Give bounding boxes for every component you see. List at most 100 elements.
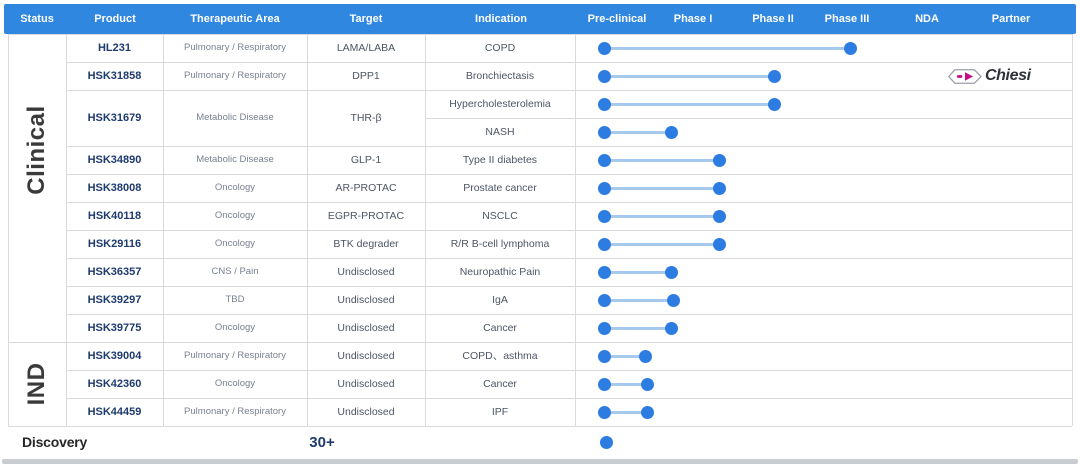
bar-line: [604, 214, 719, 218]
column-header-status: Status: [20, 12, 54, 25]
bar-end-dot: [640, 405, 654, 419]
grid-line: [66, 370, 1072, 371]
indication-cell: NASH: [485, 125, 515, 138]
column-header-target: Target: [349, 12, 383, 25]
discovery-status-label: Discovery: [22, 434, 88, 450]
product-cell: HSK42360: [87, 377, 142, 390]
bar-start-dot: [597, 153, 611, 167]
product-cell: HSK39775: [87, 321, 142, 334]
target-cell: AR-PROTAC: [335, 181, 397, 194]
bar-end-dot: [712, 209, 726, 223]
therapeutic-area-cell: Metabolic Disease: [196, 111, 274, 123]
column-header-phase2: Phase II: [752, 12, 794, 25]
target-cell: GLP-1: [350, 153, 382, 166]
status-group-label-ind: IND: [23, 362, 50, 406]
bottom-divider-bar: [2, 459, 1078, 464]
grid-line: [66, 342, 1072, 343]
grid-line: [425, 34, 426, 426]
therapeutic-area-cell: Oncology: [214, 181, 256, 193]
therapeutic-area-cell: TBD: [225, 293, 245, 305]
bar-line: [604, 74, 774, 78]
bar-start-dot: [597, 349, 611, 363]
bar-end-dot: [767, 69, 781, 83]
bar-line: [604, 410, 647, 414]
column-header-indication: Indication: [475, 12, 527, 25]
grid-line: [66, 314, 1072, 315]
indication-cell: Neuropathic Pain: [459, 265, 541, 278]
indication-cell: IgA: [492, 293, 508, 306]
bar-line: [604, 46, 850, 50]
product-cell: HL231: [97, 41, 132, 54]
grid-line: [66, 62, 1072, 63]
therapeutic-area-cell: Pulmonary / Respiratory: [184, 41, 286, 53]
bar-end-dot: [767, 97, 781, 111]
therapeutic-area-cell: Pulmonary / Respiratory: [184, 69, 286, 81]
indication-cell: Bronchiectasis: [465, 69, 535, 82]
bar-line: [604, 242, 719, 246]
bar-start-dot: [597, 97, 611, 111]
indication-cell: Type II diabetes: [462, 153, 538, 166]
product-cell: HSK31858: [87, 69, 142, 82]
product-cell: HSK31679: [87, 111, 142, 124]
target-cell: EGPR-PROTAC: [327, 209, 405, 222]
target-cell: Undisclosed: [337, 349, 395, 362]
bar-end-dot: [638, 349, 652, 363]
target-cell: Undisclosed: [337, 321, 395, 334]
column-header-phase1: Phase I: [673, 12, 713, 25]
bar-start-dot: [597, 405, 611, 419]
indication-cell: Cancer: [483, 377, 517, 390]
target-cell: Undisclosed: [337, 405, 395, 418]
indication-cell: Cancer: [483, 321, 517, 334]
grid-line: [1072, 34, 1073, 426]
table-header-row: Status Product Therapeutic Area Target Indic…: [4, 4, 1076, 34]
grid-line: [8, 342, 66, 343]
grid-line: [66, 258, 1072, 259]
bar-end-dot: [640, 377, 654, 391]
bar-end-dot: [666, 293, 680, 307]
grid-line: [66, 286, 1072, 287]
indication-cell: R/R B-cell lymphoma: [450, 237, 550, 250]
target-cell: DPP1: [352, 69, 380, 82]
product-cell: HSK36357: [87, 265, 142, 278]
column-header-product: Product: [94, 12, 136, 25]
discovery-dot: [599, 435, 613, 449]
bar-start-dot: [597, 69, 611, 83]
bar-line: [604, 354, 645, 358]
partner-name: Chiesi: [985, 67, 1031, 84]
target-cell: Undisclosed: [337, 293, 395, 306]
product-cell: HSK39297: [87, 293, 142, 306]
bar-start-dot: [597, 265, 611, 279]
target-cell: THR-β: [350, 111, 382, 124]
indication-cell: COPD、asthma: [462, 349, 538, 362]
grid-line: [66, 90, 1072, 91]
therapeutic-area-cell: Oncology: [214, 321, 256, 333]
bar-line: [604, 270, 671, 274]
product-cell: HSK40118: [87, 209, 142, 222]
grid-line: [425, 118, 1072, 119]
grid-line: [575, 34, 576, 426]
bar-start-dot: [597, 321, 611, 335]
column-header-nda: NDA: [915, 12, 939, 25]
bar-end-dot: [712, 153, 726, 167]
bar-end-dot: [712, 181, 726, 195]
bar-end-dot: [843, 41, 857, 55]
therapeutic-area-cell: Oncology: [214, 209, 256, 221]
therapeutic-area-cell: Oncology: [214, 377, 256, 389]
therapeutic-area-cell: Oncology: [214, 237, 256, 249]
bar-end-dot: [664, 125, 678, 139]
bar-line: [604, 186, 719, 190]
grid-line: [66, 202, 1072, 203]
therapeutic-area-cell: Pulmonary / Respiratory: [184, 349, 286, 361]
discovery-count: 30+: [309, 433, 335, 451]
grid-line: [66, 398, 1072, 399]
grid-line: [163, 34, 164, 426]
indication-cell: IPF: [491, 405, 509, 418]
grid-line: [66, 174, 1072, 175]
chiesi-logo-mark: [948, 68, 982, 84]
bar-start-dot: [597, 125, 611, 139]
target-cell: Undisclosed: [337, 377, 395, 390]
bar-line: [604, 130, 671, 134]
indication-cell: Prostate cancer: [463, 181, 537, 194]
target-cell: Undisclosed: [337, 265, 395, 278]
partner-cell: Chiesi: [948, 67, 1031, 85]
